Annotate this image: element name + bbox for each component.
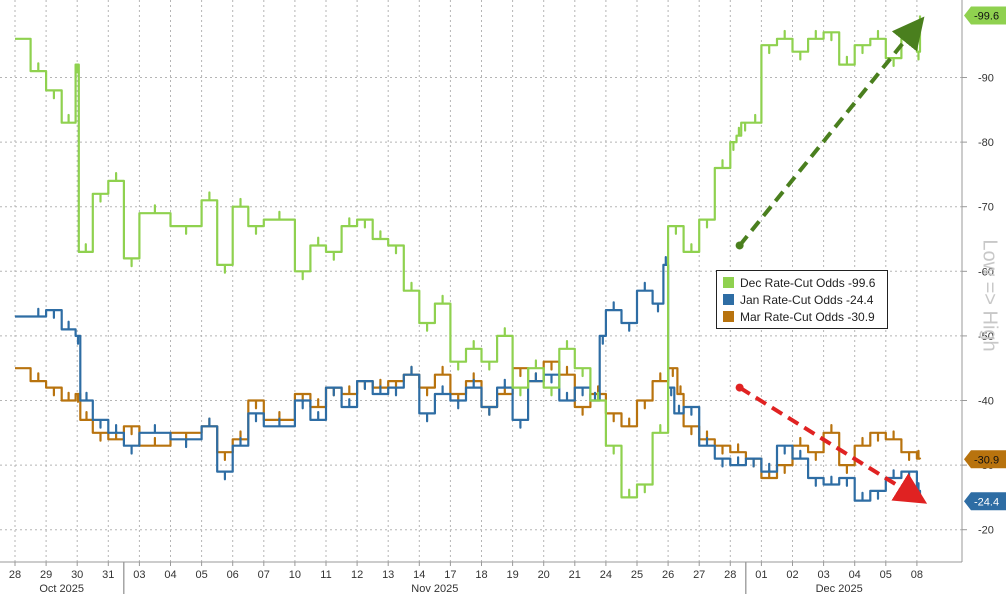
x-tick-label: 04: [164, 569, 176, 581]
x-tick-label: 13: [382, 569, 394, 581]
trend-arrow-down: [738, 385, 928, 504]
series-layer: [15, 15, 922, 502]
y-tick-label: -80: [978, 137, 994, 149]
x-tick-label: 03: [817, 569, 829, 581]
x-tick-label: 08: [911, 569, 923, 581]
x-tick-label: 29: [40, 569, 52, 581]
x-tick-label: 25: [631, 569, 643, 581]
series-line-dec: [15, 15, 922, 499]
x-tick-label: 07: [258, 569, 270, 581]
x-tick-label: 05: [195, 569, 207, 581]
x-tick-label: 28: [724, 569, 736, 581]
last-value-badge-bg-dec: [964, 6, 1006, 25]
legend-entry-jan: Jan Rate-Cut Odds -24.4: [723, 291, 881, 308]
y-tick-label: -60: [978, 266, 994, 278]
trend-arrows: [735, 16, 928, 504]
x-tick-label: 12: [351, 569, 363, 581]
x-month-label: Dec 2025: [816, 583, 863, 594]
y-tick-label: -40: [978, 396, 994, 408]
y-tick-label: -50: [978, 331, 994, 343]
y-tick-label: -70: [978, 202, 994, 214]
x-tick-label: 18: [475, 569, 487, 581]
x-tick-label: 14: [413, 569, 425, 581]
last-value-text-jan: -24.4: [974, 496, 999, 508]
x-tick-label: 11: [320, 569, 331, 581]
x-tick-label: 30: [71, 569, 83, 581]
trend-arrow-down-start: [735, 383, 744, 392]
trend-arrow-up: [738, 16, 925, 247]
legend-swatch-mar: [723, 311, 734, 322]
y-axis-title: Low => High: [978, 238, 1001, 352]
last-value-badge-mar: -30.9: [964, 450, 1006, 469]
y-tick-label: -90: [978, 73, 994, 85]
y-tick-label: -20: [978, 525, 994, 537]
legend: Dec Rate-Cut Odds -99.6 Jan Rate-Cut Odd…: [716, 270, 888, 329]
x-tick-label: 03: [133, 569, 145, 581]
x-tick-label: 04: [849, 569, 861, 581]
legend-entry-mar: Mar Rate-Cut Odds -30.9: [723, 308, 881, 325]
series-line-mar: [15, 360, 922, 480]
last-value-badge-bg-jan: [964, 492, 1006, 511]
x-tick-label: 19: [506, 569, 518, 581]
legend-label-mar: Mar Rate-Cut Odds -30.9: [740, 309, 875, 324]
x-tick-label: 01: [755, 569, 767, 581]
legend-label-dec: Dec Rate-Cut Odds -99.6: [740, 275, 876, 290]
x-tick-label: 21: [569, 569, 581, 581]
x-tick-label: 20: [538, 569, 550, 581]
x-tick-label: 17: [444, 569, 456, 581]
x-tick-label: 26: [662, 569, 674, 581]
legend-label-jan: Jan Rate-Cut Odds -24.4: [740, 292, 874, 307]
last-value-text-mar: -30.9: [974, 454, 999, 466]
legend-swatch-jan: [723, 294, 734, 305]
x-tick-label: 24: [600, 569, 612, 581]
legend-entry-dec: Dec Rate-Cut Odds -99.6: [723, 274, 881, 291]
x-tick-label: 10: [289, 569, 301, 581]
x-tick-label: 02: [786, 569, 798, 581]
last-value-badge-bg-mar: [964, 450, 1006, 469]
x-month-label: Nov 2025: [411, 583, 458, 594]
last-value-text-dec: -99.6: [974, 11, 999, 23]
series-line-jan: [15, 256, 922, 502]
x-tick-label: 27: [693, 569, 705, 581]
x-tick-label: 28: [9, 569, 21, 581]
trend-arrow-up-start: [735, 241, 744, 250]
x-month-label: Oct 2025: [39, 583, 84, 594]
x-tick-label: 06: [227, 569, 239, 581]
legend-swatch-dec: [723, 277, 734, 288]
last-value-badge-dec: -99.6: [964, 6, 1006, 25]
x-tick-label: 05: [880, 569, 892, 581]
last-value-badge-jan: -24.4: [964, 492, 1006, 511]
x-tick-label: 31: [102, 569, 114, 581]
y-axis-title-box: Low => High: [975, 200, 1003, 390]
